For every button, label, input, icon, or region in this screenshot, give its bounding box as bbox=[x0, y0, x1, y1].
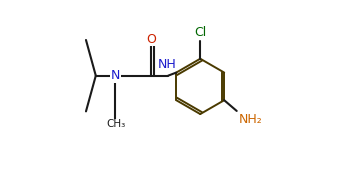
Text: CH₃: CH₃ bbox=[107, 119, 126, 129]
Text: NH₂: NH₂ bbox=[239, 113, 262, 126]
Text: NH: NH bbox=[158, 58, 176, 71]
Text: Cl: Cl bbox=[194, 26, 207, 39]
Text: O: O bbox=[146, 33, 156, 46]
Text: N: N bbox=[111, 69, 120, 82]
